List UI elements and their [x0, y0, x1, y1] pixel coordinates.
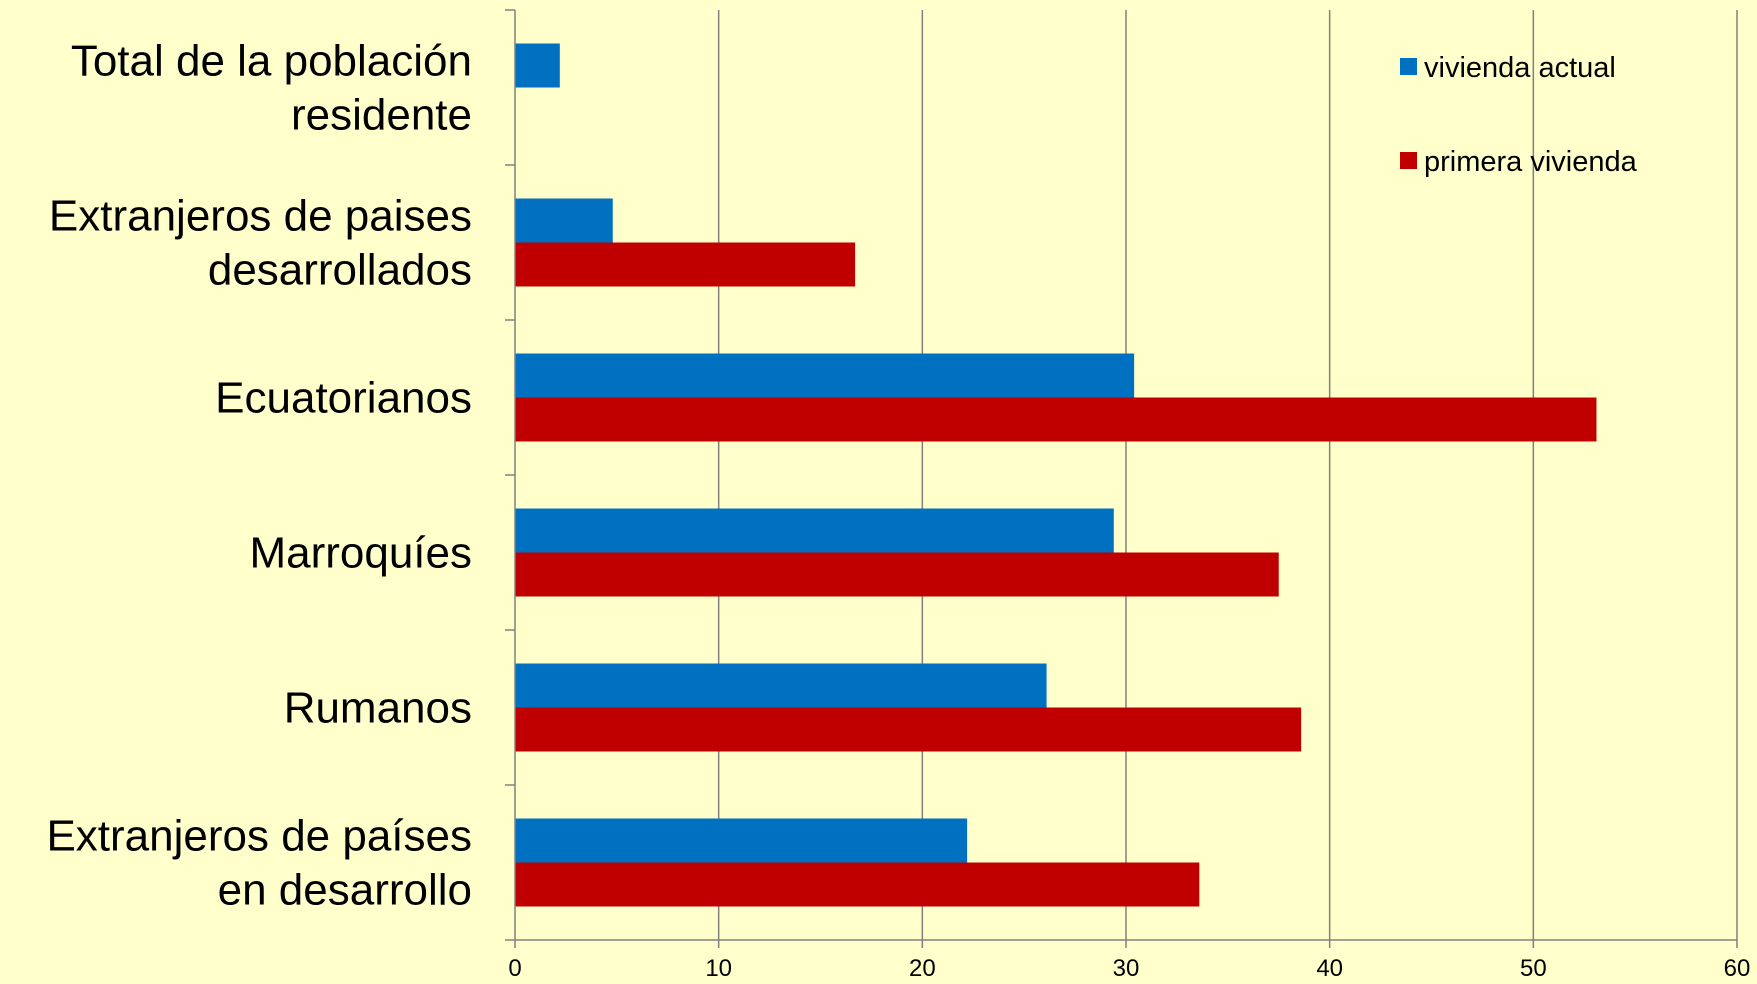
- bar-vivienda-actual: [515, 818, 968, 863]
- category-label-line: Extranjeros de países: [46, 812, 472, 861]
- legend-label: vivienda actual: [1424, 52, 1616, 84]
- category-label-line: Rumanos: [284, 684, 472, 733]
- legend-swatch: [1400, 152, 1417, 169]
- category-label: Extranjeros de países en desarrollo: [46, 812, 472, 915]
- bar-primera-vivienda: [515, 242, 856, 287]
- bar-primera-vivienda: [515, 862, 1200, 907]
- category-label: Marroquíes: [249, 529, 472, 578]
- x-tick-label: 20: [909, 955, 936, 982]
- bar-primera-vivienda: [515, 552, 1279, 597]
- x-tick-label: 0: [508, 955, 521, 982]
- category-label-line: desarrollados: [208, 246, 472, 295]
- bars: [515, 43, 1597, 907]
- category-label: Rumanos: [284, 684, 472, 733]
- legend-label: primera vivienda: [1424, 146, 1638, 178]
- x-tick-label: 40: [1316, 955, 1343, 982]
- category-label-line: Total de la población: [71, 37, 472, 86]
- bar-vivienda-actual: [515, 353, 1135, 398]
- tick-labels: 0 10 20 30 40 50 60: [508, 955, 1750, 982]
- bar-vivienda-actual: [515, 663, 1047, 708]
- category-label: Total de la población residente: [71, 37, 472, 140]
- category-label: Extranjeros de paises desarrollados: [49, 192, 472, 295]
- category-labels: Total de la población residente Extranjero…: [46, 37, 472, 915]
- category-label-line: Extranjeros de paises: [49, 192, 472, 241]
- gridlines: [717, 10, 1738, 940]
- legend: vivienda actual primera vivienda: [1400, 52, 1638, 178]
- category-label-line: en desarrollo: [218, 866, 472, 915]
- bar-vivienda-actual: [515, 508, 1114, 553]
- category-label: Ecuatorianos: [215, 374, 472, 423]
- x-tick-label: 30: [1113, 955, 1140, 982]
- category-label-line: residente: [291, 91, 472, 140]
- bar-primera-vivienda: [515, 707, 1302, 752]
- category-label-line: Marroquíes: [249, 529, 472, 578]
- legend-swatch: [1400, 58, 1417, 75]
- x-tick-label: 60: [1724, 955, 1751, 982]
- x-tick-label: 50: [1520, 955, 1547, 982]
- bar-vivienda-actual: [515, 43, 560, 88]
- x-tick-label: 10: [705, 955, 732, 982]
- bar-primera-vivienda: [515, 397, 1597, 442]
- axes: [505, 9, 1738, 948]
- category-label-line: Ecuatorianos: [215, 374, 472, 423]
- bar-vivienda-actual: [515, 198, 613, 243]
